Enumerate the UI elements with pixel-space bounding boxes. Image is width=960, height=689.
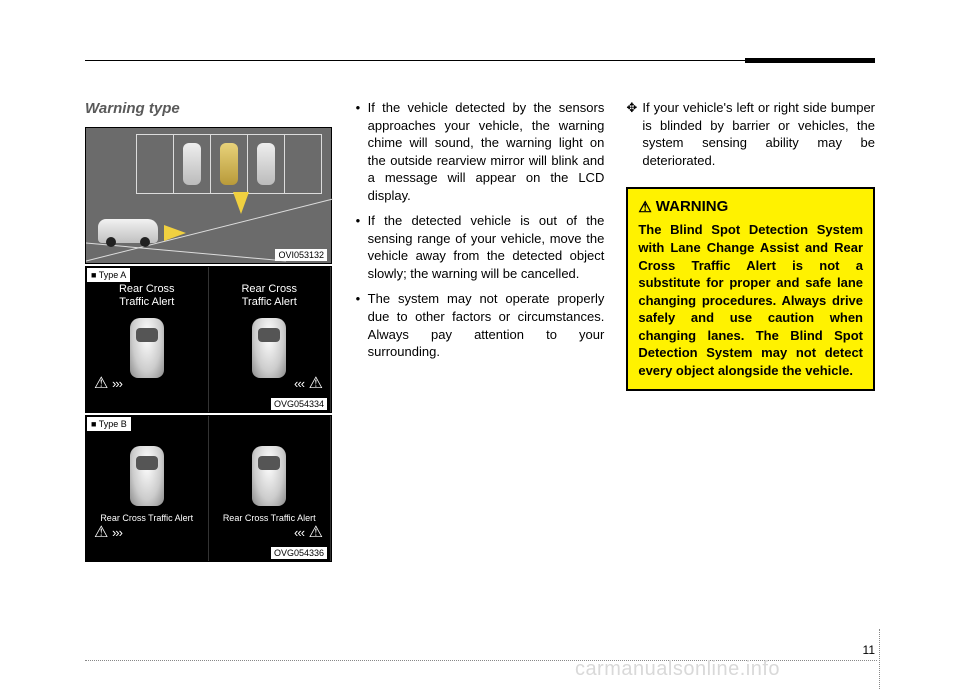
lcd-title-l2: Traffic Alert: [119, 296, 174, 308]
alert-right-icon: ‹‹‹ ⚠: [294, 522, 322, 544]
arrow-right-icon: [164, 225, 186, 241]
car-top-icon: [183, 143, 201, 185]
warning-title: WARNING: [656, 197, 729, 217]
content-columns: Warning type OVI053132 ■ Type A: [85, 99, 875, 564]
lcd-panel-right: Rear Cross Traffic Alert ‹‹‹ ⚠: [209, 416, 332, 561]
lcd-title: Rear Cross Traffic Alert: [241, 283, 297, 309]
stall-empty: [284, 134, 322, 194]
warning-heading: ⚠ WARNING: [638, 197, 863, 217]
lcd-panel-right: Rear Cross Traffic Alert ‹‹‹ ⚠: [209, 267, 332, 412]
car-top-icon: [257, 143, 275, 185]
car-top-icon: [220, 143, 238, 185]
manual-page: Warning type OVI053132 ■ Type A: [0, 0, 960, 564]
type-label: ■ Type A: [86, 267, 131, 283]
lcd-title: Rear Cross Traffic Alert: [119, 283, 175, 309]
section-heading: Warning type: [85, 99, 334, 119]
warning-icon: ⚠: [638, 200, 651, 215]
rule-thick: [745, 58, 875, 63]
lcd-panel-left: Rear Cross Traffic Alert ⚠ ›››: [86, 416, 209, 561]
lcd-title-l2: Traffic Alert: [242, 296, 297, 308]
car-rear-icon: [252, 318, 286, 378]
note-item: If your vehicle's left or right side bum…: [626, 99, 875, 169]
figure-type-a: ■ Type A Rear Cross Traffic Alert ⚠ ››› …: [85, 266, 332, 413]
car-rear-icon: [130, 318, 164, 378]
stall-empty: [136, 134, 174, 194]
warning-box: ⚠ WARNING The Blind Spot Detection Syste…: [626, 187, 875, 391]
lcd-title-l1: Rear Cross: [119, 283, 175, 295]
column-2: If the vehicle detected by the sensors a…: [356, 99, 605, 564]
stall-car-silver: [173, 134, 211, 194]
warning-body: The Blind Spot Detection System with Lan…: [638, 221, 863, 379]
lcd-panel-left: Rear Cross Traffic Alert ⚠ ›››: [86, 267, 209, 412]
figure-type-b: ■ Type B Rear Cross Traffic Alert ⚠ ››› …: [85, 415, 332, 562]
stall-car-gold: [210, 134, 248, 194]
page-number: 11: [863, 643, 875, 657]
alert-right-icon: ‹‹‹ ⚠: [294, 373, 322, 395]
bullet-list: If the vehicle detected by the sensors a…: [356, 99, 605, 361]
alert-left-icon: ⚠ ›››: [94, 373, 122, 395]
car-rear-icon: [130, 446, 164, 506]
arrow-down-icon: [233, 192, 249, 214]
stall-car-silver: [247, 134, 285, 194]
alert-left-icon: ⚠ ›››: [94, 522, 122, 544]
lcd-title-l1: Rear Cross: [241, 283, 297, 295]
bullet-item: The system may not operate properly due …: [356, 290, 605, 360]
figure-code: OVG054336: [271, 547, 327, 559]
car-side-icon: [98, 219, 158, 243]
figure-parking-overhead: OVI053132: [85, 127, 332, 264]
footer-dots-v: [879, 629, 880, 689]
parking-stalls: [136, 134, 321, 194]
watermark: carmanualsonline.info: [575, 658, 780, 681]
car-rear-icon: [252, 446, 286, 506]
figure-code: OVG054334: [271, 398, 327, 410]
bullet-item: If the detected vehicle is out of the se…: [356, 212, 605, 282]
header-rule: [85, 58, 875, 63]
column-1: Warning type OVI053132 ■ Type A: [85, 99, 334, 564]
rule-thin: [85, 60, 745, 61]
figure-code: OVI053132: [275, 249, 327, 261]
column-3: If your vehicle's left or right side bum…: [626, 99, 875, 564]
bullet-item: If the vehicle detected by the sensors a…: [356, 99, 605, 204]
type-label: ■ Type B: [86, 416, 132, 432]
